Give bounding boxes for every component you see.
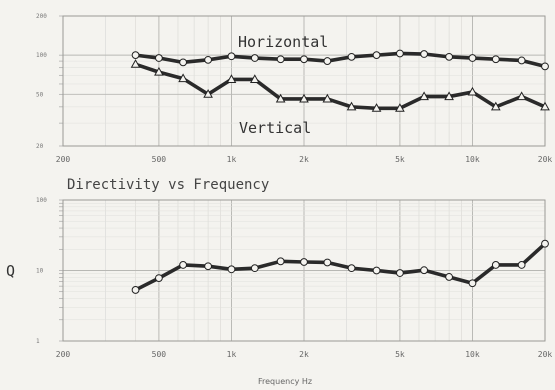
x-tick-label: 2k	[299, 350, 309, 359]
x-tick-label: 200	[56, 155, 71, 164]
data-point-marker	[467, 86, 478, 96]
x-tick-label: 500	[152, 155, 167, 164]
y-tick-label: 10	[36, 268, 44, 275]
data-point-marker	[178, 73, 188, 83]
x-tick-label: 20k	[538, 155, 553, 164]
data-point-marker	[491, 261, 500, 269]
y-tick-label: 1	[36, 338, 40, 345]
data-point-marker	[130, 59, 141, 68]
chart-title: Directivity vs Frequency	[67, 177, 269, 193]
data-point-marker	[396, 269, 404, 277]
data-point-marker	[420, 266, 428, 275]
data-point-marker	[179, 58, 187, 67]
data-point-marker	[372, 266, 381, 275]
data-point-marker	[204, 55, 212, 64]
data-point-marker	[517, 261, 526, 269]
y-tick-label: 100	[36, 197, 47, 204]
x-tick-label: 5k	[395, 155, 405, 164]
data-point-marker	[371, 103, 382, 112]
x-tick-label: 500	[152, 350, 167, 359]
horizontal-series-label: Horizontal	[238, 33, 328, 51]
y-tick-label: 100	[36, 52, 47, 59]
data-point-marker	[276, 257, 285, 266]
data-point-marker	[179, 261, 187, 269]
data-point-marker	[372, 51, 381, 60]
data-point-marker	[300, 258, 308, 266]
data-point-marker	[445, 52, 453, 61]
data-point-marker	[468, 54, 477, 62]
directivity-chart: 200 500 1k 2k 5k 10k 20k 100 10 1	[36, 197, 552, 359]
data-point-marker	[490, 101, 501, 111]
data-point-marker	[444, 91, 454, 101]
data-point-marker	[540, 101, 550, 111]
data-point-marker	[131, 286, 140, 294]
data-point-marker	[227, 52, 236, 61]
data-point-marker	[250, 264, 259, 273]
x-tick-label: 2k	[299, 155, 309, 164]
data-point-marker	[445, 273, 453, 281]
y-tick-label: 50	[36, 91, 44, 98]
data-point-marker	[517, 56, 526, 65]
x-tick-label: 20k	[538, 350, 553, 359]
data-point-marker	[155, 274, 163, 283]
x-tick-label: 200	[56, 350, 71, 359]
x-tick-label: 10k	[465, 155, 480, 164]
data-point-marker	[227, 265, 236, 274]
x-axis-label: Frequency Hz	[258, 377, 312, 386]
y-tick-label: 200	[36, 13, 47, 20]
data-point-marker	[346, 101, 357, 111]
data-point-marker	[541, 62, 549, 71]
data-point-marker	[347, 52, 356, 61]
data-point-marker	[249, 74, 260, 83]
data-point-marker	[419, 91, 429, 101]
series-line	[133, 62, 547, 111]
data-point-marker	[275, 93, 286, 103]
data-point-marker	[155, 54, 163, 62]
data-point-marker	[299, 93, 309, 103]
x-tick-label: 1k	[227, 350, 237, 359]
data-point-marker	[395, 103, 405, 112]
x-tick-label: 1k	[227, 155, 237, 164]
data-point-marker	[541, 239, 549, 248]
data-point-marker	[131, 51, 140, 60]
vertical-series-label: Vertical	[239, 119, 311, 137]
data-point-marker	[203, 89, 213, 98]
y-tick-label: 20	[36, 143, 44, 150]
data-point-marker	[204, 262, 212, 271]
data-point-marker	[396, 49, 404, 58]
data-point-marker	[468, 279, 477, 288]
series-line	[133, 241, 547, 292]
data-point-marker	[226, 74, 237, 83]
data-point-marker	[323, 258, 332, 267]
data-point-marker	[276, 55, 285, 64]
data-point-marker	[322, 93, 333, 103]
data-point-marker	[323, 57, 332, 65]
y-axis-label: Q	[6, 262, 15, 280]
x-tick-label: 10k	[465, 350, 480, 359]
data-point-marker	[420, 50, 428, 58]
data-point-marker	[491, 55, 500, 64]
data-point-marker	[300, 55, 308, 64]
polar-response-chart: 200 500 1k 2k 5k 10k 20k 200 100 50 20	[36, 13, 552, 164]
data-point-marker	[516, 91, 527, 101]
data-point-marker	[347, 264, 356, 273]
x-tick-label: 5k	[395, 350, 405, 359]
data-point-marker	[250, 54, 259, 62]
data-point-marker	[154, 66, 164, 76]
plot-frame	[62, 15, 546, 147]
